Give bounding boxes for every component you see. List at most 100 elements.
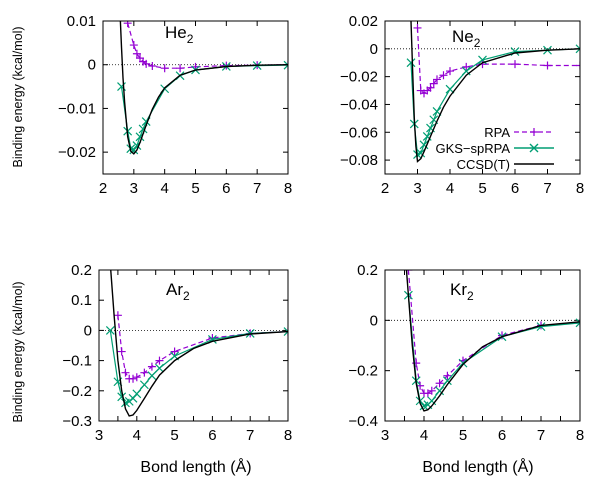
plot-frame	[102, 20, 289, 175]
x-tick-label: 5	[170, 427, 178, 444]
data-point-gks-sprpa	[427, 396, 437, 406]
x-tick-label: 7	[543, 180, 551, 197]
data-point-rpa	[129, 41, 138, 50]
series-line-gks-sprpa	[109, 330, 288, 404]
x-tick-label: 7	[253, 180, 261, 197]
y-axis-label-bottom: Binding energy (kcal/mol)	[11, 281, 25, 422]
y-tick-label: 0.02	[349, 13, 378, 30]
data-point-rpa	[132, 373, 141, 382]
y-tick-label: −0.4	[348, 413, 378, 430]
data-point-rpa	[129, 374, 138, 383]
series-line-rpa	[127, 23, 288, 69]
y-tick-label: −0.06	[340, 124, 378, 141]
data-point-rpa	[439, 71, 448, 80]
x-tick-label: 4	[446, 180, 454, 197]
panel-he2: 2 3 4 5 6 7 8 0.01 0 −0.01 −0.02	[58, 13, 292, 197]
x-tick-label: 4	[160, 180, 168, 197]
legend-label-rpa: RPA	[484, 125, 510, 140]
data-point-gks-sprpa	[283, 60, 288, 70]
data-point-gks-sprpa	[416, 148, 426, 158]
data-point-rpa	[443, 371, 452, 380]
y-axis-label-top: Binding energy (kcal/mol)	[11, 26, 25, 167]
data-point-rpa	[148, 62, 157, 71]
data-point-gks-sprpa	[458, 358, 468, 368]
data-point-rpa	[132, 49, 141, 58]
y-tick-label: 0.01	[67, 13, 96, 30]
x-tick-label: 8	[576, 180, 584, 197]
x-axis-label-left: Bond length (Å)	[140, 457, 251, 476]
data-point-gks-sprpa	[105, 325, 115, 335]
data-point-gks-sprpa	[117, 392, 127, 402]
series-line-rpa	[416, 27, 580, 95]
y-tick-label: −0.02	[340, 69, 378, 86]
data-point-gks-sprpa	[139, 380, 149, 390]
x-tick-label: 5	[191, 180, 199, 197]
y-tick-label: −0.3	[62, 413, 92, 430]
data-point-rpa	[170, 347, 179, 356]
data-point-rpa	[160, 64, 169, 73]
y-tick-label: 0	[88, 57, 96, 74]
x-tick-label: 3	[130, 180, 138, 197]
x-tick-label: 8	[576, 427, 584, 444]
x-tick-label: 7	[537, 427, 545, 444]
series-line-ccsdt	[119, 21, 288, 155]
data-point-gks-sprpa	[536, 322, 546, 332]
legend: RPA GKS−spRPA CCSD(T)	[435, 125, 554, 172]
y-tick-label: 0	[84, 322, 92, 339]
data-point-rpa	[121, 368, 130, 377]
data-point-rpa	[413, 23, 422, 32]
x-tick-label: 8	[284, 180, 292, 197]
data-point-rpa	[576, 61, 580, 70]
x-tick-label: 8	[284, 427, 292, 444]
data-point-gks-sprpa	[155, 363, 164, 373]
x-tick-label: 4	[133, 427, 141, 444]
series-line-ccsdt	[405, 270, 580, 412]
data-point-rpa	[147, 362, 156, 371]
data-point-rpa	[222, 61, 231, 70]
legend-label-ccsdt: CCSD(T)	[457, 157, 510, 172]
y-tick-label: −0.02	[58, 144, 96, 161]
data-point-rpa	[426, 83, 435, 92]
plot-frame	[98, 269, 289, 422]
data-point-gks-sprpa	[435, 386, 445, 396]
y-tick-label: −0.1	[62, 353, 92, 370]
data-point-gks-sprpa	[419, 140, 429, 150]
legend-label-gks-sprpa: GKS−spRPA	[435, 141, 510, 156]
series-line-ccsdt	[110, 270, 288, 417]
series-line-gks-sprpa	[120, 64, 288, 151]
y-tick-label: −0.04	[340, 96, 378, 113]
plot-area	[406, 21, 580, 163]
panel-title-ne2: Ne2	[452, 27, 481, 50]
y-tick-label: −0.08	[340, 152, 378, 169]
y-tick-label: −0.2	[62, 383, 92, 400]
panel-title-kr2: Kr2	[450, 280, 474, 303]
data-point-gks-sprpa	[442, 376, 452, 386]
data-point-rpa	[446, 67, 454, 76]
x-tick-label: 2	[381, 180, 389, 197]
panel-kr2: 3 4 5 6 7 8 0.2 0 −0.2 −0.4	[348, 262, 584, 444]
data-point-gks-sprpa	[283, 327, 288, 337]
data-point-rpa	[435, 379, 444, 388]
plot-area	[105, 270, 288, 417]
series-line-rpa	[117, 315, 288, 380]
plot-area	[403, 270, 580, 412]
data-point-gks-sprpa	[575, 44, 580, 54]
plot-frame	[384, 269, 581, 422]
data-point-rpa	[543, 61, 552, 70]
x-tick-label: 6	[208, 427, 216, 444]
series-line-ccsdt	[410, 21, 580, 163]
data-point-rpa	[123, 21, 132, 28]
x-tick-label: 2	[99, 180, 107, 197]
x-tick-label: 6	[511, 180, 519, 197]
data-point-rpa	[155, 356, 164, 365]
plot-area	[117, 21, 288, 155]
x-tick-label: 3	[95, 427, 103, 444]
data-point-rpa	[427, 386, 436, 395]
data-point-rpa	[117, 347, 126, 356]
data-point-rpa	[429, 79, 438, 88]
series-line-rpa	[407, 270, 580, 394]
panel-title-he2: He2	[165, 23, 194, 46]
x-tick-label: 7	[246, 427, 254, 444]
data-point-gks-sprpa	[406, 58, 416, 68]
